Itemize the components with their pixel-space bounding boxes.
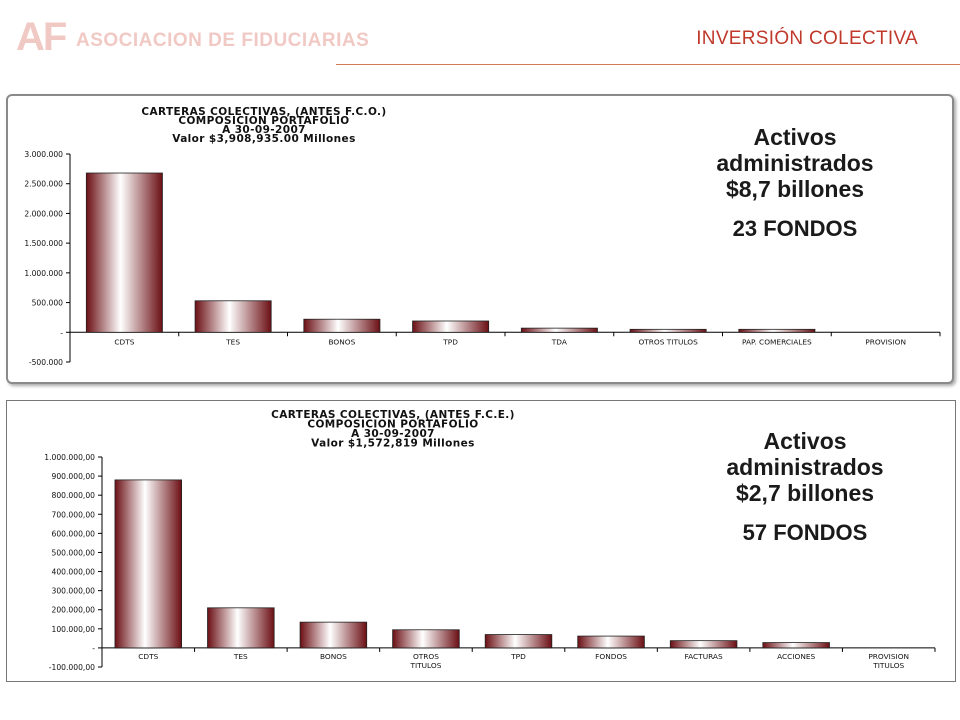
side-note-2: Activos administrados $2,7 billones 57 F…	[700, 428, 910, 546]
bar	[577, 635, 645, 649]
y-tick-label: 400.000,00	[52, 568, 96, 577]
chart-title-line: A 30-09-2007	[222, 124, 306, 136]
bar	[669, 640, 738, 649]
chart-1: CARTERAS COLECTIVAS, (ANTES F.C.O.)COMPO…	[24, 106, 941, 367]
side-line3: $2,7 billones	[735, 480, 875, 506]
funds-count: 23 FONDOS	[732, 216, 858, 241]
x-tick-label: PAP. COMERCIALES	[742, 337, 812, 346]
y-tick-label: 500.000	[32, 299, 64, 308]
y-tick-label: 200.000,00	[52, 606, 96, 615]
y-tick-label: 600.000,00	[52, 529, 96, 538]
x-tick-label: FACTURAS	[685, 652, 723, 661]
x-tick-label: TES	[225, 337, 240, 346]
bar	[629, 328, 707, 333]
x-tick-label: TPD	[510, 652, 526, 661]
bar	[194, 300, 272, 333]
bar	[412, 320, 490, 333]
y-tick-label: -	[60, 328, 63, 337]
logo-mark: AF	[16, 15, 67, 59]
y-tick-label: 1.000.000,00	[44, 453, 95, 462]
logo: AF ASOCIACION DE FIDUCIARIAS	[16, 14, 369, 66]
side-note-1: Activos administrados $8,7 billones 23 F…	[690, 124, 900, 242]
x-tick-label: TITULOS	[872, 661, 904, 670]
x-tick-label: PROVISION	[865, 337, 906, 346]
chart-title-line: Valor $1,572,819 Millones	[311, 438, 475, 450]
y-tick-label: 700.000,00	[52, 510, 96, 519]
side-line2: administrados	[716, 150, 874, 176]
logo-text: ASOCIACION DE FIDUCIARIAS	[76, 30, 370, 51]
x-tick-label: BONOS	[320, 652, 347, 661]
bar	[520, 327, 598, 333]
side-line2: administrados	[726, 454, 884, 480]
y-tick-label: 900.000,00	[52, 472, 96, 481]
x-tick-label: PROVISION	[868, 652, 909, 661]
bar	[114, 479, 182, 649]
side-line1: Activos	[763, 428, 847, 454]
x-tick-label: FONDOS	[595, 652, 627, 661]
bar	[762, 642, 830, 649]
chart-title-line: Valor $3,908,935.00 Millones	[172, 133, 355, 145]
side-line3: $8,7 billones	[725, 176, 865, 202]
y-tick-label: 100.000,00	[52, 625, 96, 634]
bar	[85, 172, 163, 333]
bar	[303, 318, 381, 333]
chart-2: CARTERAS COLECTIVAS, (ANTES F.C.E.)COMPO…	[44, 409, 936, 672]
chart-panel-1: CARTERAS COLECTIVAS, (ANTES F.C.O.) COMPO…	[6, 94, 954, 384]
funds-count: 57 FONDOS	[742, 520, 868, 545]
x-tick-label: ACCIONES	[777, 652, 815, 661]
y-tick-label: 500.000,00	[52, 548, 96, 557]
x-tick-label: OTROS	[413, 652, 439, 661]
y-tick-label: 300.000,00	[52, 587, 96, 596]
page-title: INVERSIÓN COLECTIVA	[696, 28, 918, 49]
x-tick-label: CDTS	[114, 337, 134, 346]
bar	[484, 634, 553, 649]
y-tick-label: 2.500.000	[24, 180, 63, 189]
bar	[207, 607, 275, 649]
y-tick-label: 3.000.000	[24, 150, 63, 159]
y-tick-label: -	[92, 644, 95, 653]
x-tick-label: CDTS	[138, 652, 158, 661]
y-tick-label: 1.500.000	[24, 239, 63, 248]
chart-title-line: A 30-09-2007	[351, 428, 435, 440]
x-tick-label: TITULOS	[409, 661, 441, 670]
side-line1: Activos	[753, 124, 837, 150]
y-tick-label: 1.000.000	[24, 269, 63, 278]
chart-title-line: CARTERAS COLECTIVAS, (ANTES F.C.O.)	[141, 106, 386, 118]
y-tick-label: -500.000	[29, 358, 63, 367]
y-tick-label: 2.000.000	[24, 209, 63, 218]
y-tick-label: -100.000,00	[49, 663, 95, 672]
bar	[738, 328, 816, 333]
chart-title-line: COMPOSICION PORTAFOLIO	[307, 419, 478, 431]
bar	[299, 621, 368, 649]
chart-title-line: CARTERAS COLECTIVAS, (ANTES F.C.E.)	[271, 409, 515, 421]
y-tick-label: 800.000,00	[52, 491, 96, 500]
x-tick-label: TPD	[442, 337, 458, 346]
header-divider	[336, 64, 960, 65]
chart-panel-2: CARTERAS COLECTIVAS, (ANTES F.C.E.) COMPO…	[6, 400, 956, 682]
x-tick-label: TES	[233, 652, 248, 661]
bar	[392, 629, 460, 649]
x-tick-label: TDA	[551, 337, 567, 346]
x-tick-label: BONOS	[328, 337, 355, 346]
x-tick-label: OTROS TITULOS	[638, 337, 698, 346]
header: AF ASOCIACION DE FIDUCIARIAS INVERSIÓN C…	[0, 0, 960, 66]
chart-title-line: COMPOSICION PORTAFOLIO	[178, 115, 349, 127]
